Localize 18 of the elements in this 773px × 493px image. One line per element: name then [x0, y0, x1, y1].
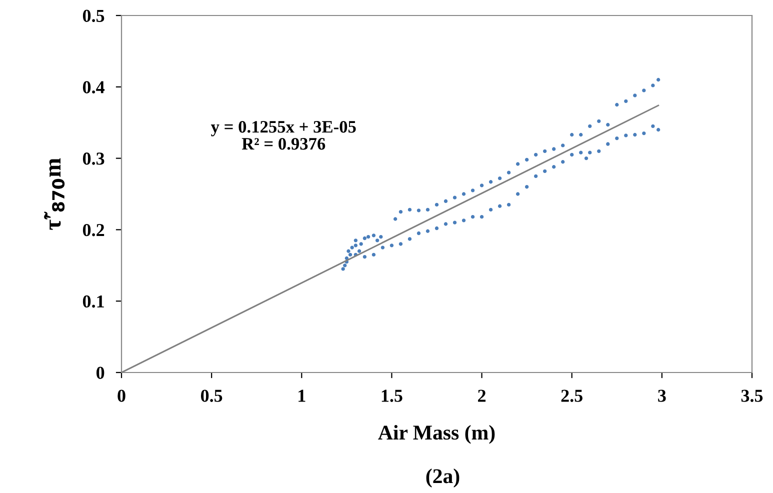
x-tick-label: 3.5 — [741, 390, 763, 402]
x-axis-title: Air Mass (m) — [378, 424, 495, 444]
x-tick-label: 1 — [298, 390, 306, 402]
y-tick-label: 0.1 — [82, 295, 104, 308]
y-axis-title: τ̃′$_{870}$m — [44, 158, 65, 230]
x-tick-label: 0 — [118, 390, 126, 402]
x-tick-label: 1.5 — [382, 390, 402, 402]
x-tick-label: 2 — [478, 390, 486, 402]
y-tick-label: 0 — [96, 366, 104, 379]
x-tick-label: 2.5 — [561, 390, 582, 402]
x-tick-label: 3 — [658, 390, 666, 402]
y-tick-label: 0.2 — [82, 224, 104, 236]
y-tick-label: 0.4 — [82, 81, 104, 94]
text: (2a) — [426, 468, 460, 488]
y-tick-label: 0.5 — [82, 10, 104, 22]
y-tick-label: 0.3 — [82, 152, 104, 165]
annotation: y = 0.1255x + 3E-05 R² = 0.9376 — [210, 120, 356, 150]
x-tick-label: 0.5 — [200, 390, 222, 402]
